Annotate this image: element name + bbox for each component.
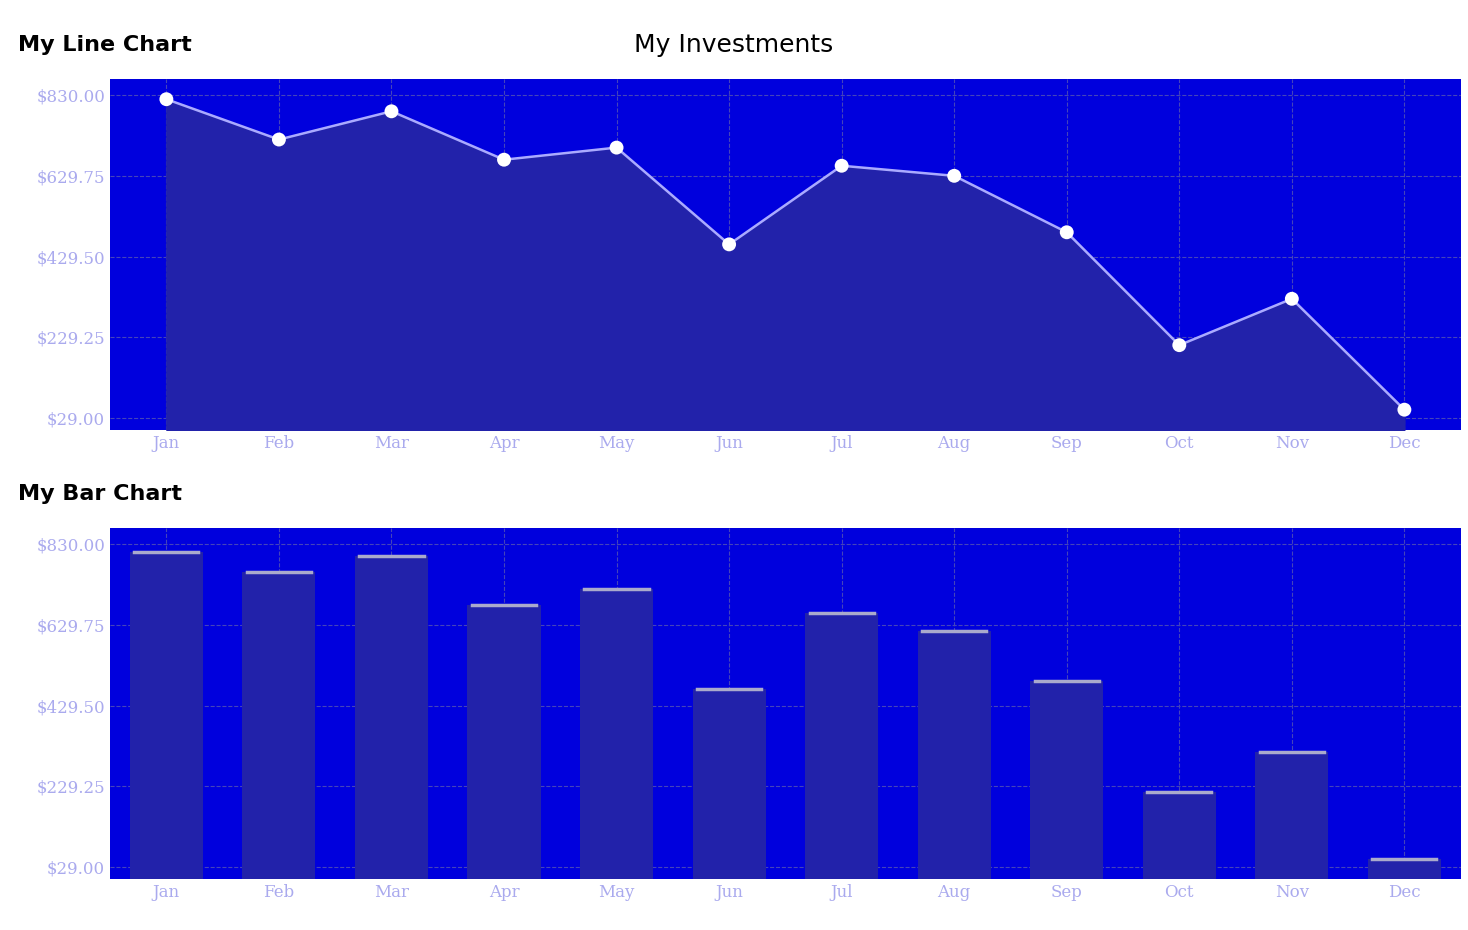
Point [829,158,853,173]
Point [605,140,628,155]
Point [154,92,178,107]
Text: My Investments: My Investments [634,33,834,57]
Bar [1031,682,1104,879]
Bar [129,552,203,879]
Text: My Line Chart: My Line Chart [18,35,192,55]
Point [1393,403,1417,418]
Bar [1255,751,1329,879]
Bar [580,589,653,879]
Bar [1142,792,1216,879]
Bar [355,556,429,879]
Bar [242,572,316,879]
Point [267,132,291,147]
Bar [918,631,991,879]
Point [1280,291,1304,306]
Point [492,153,515,167]
Point [1055,225,1079,240]
Point [380,104,404,119]
Bar [1368,858,1442,879]
Point [718,237,741,252]
Point [1167,338,1191,352]
Point [942,168,966,183]
Bar [804,613,878,879]
Bar [467,604,540,879]
Bar [693,689,766,879]
Text: My Bar Chart: My Bar Chart [18,484,182,504]
